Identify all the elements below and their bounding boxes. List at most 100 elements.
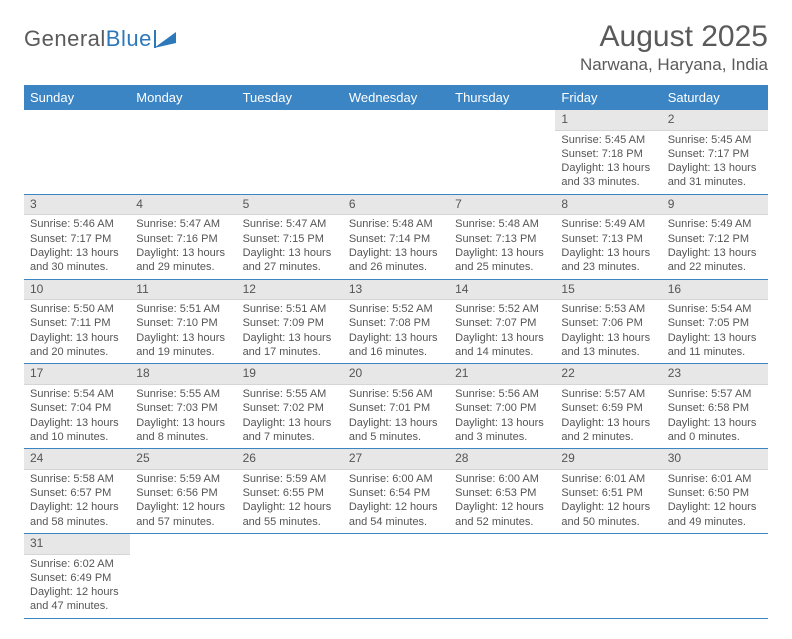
calendar-cell: 9Sunrise: 5:49 AMSunset: 7:12 PMDaylight…: [662, 194, 768, 279]
sunset-line: Sunset: 6:55 PM: [243, 487, 324, 499]
calendar-cell: 12Sunrise: 5:51 AMSunset: 7:09 PMDayligh…: [237, 279, 343, 364]
day-details: Sunrise: 5:56 AMSunset: 7:00 PMDaylight:…: [449, 385, 555, 448]
sunset-line: Sunset: 7:10 PM: [136, 317, 217, 329]
sunrise-line: Sunrise: 5:52 AM: [349, 303, 433, 315]
day-number: 11: [130, 280, 236, 301]
calendar-cell: [24, 110, 130, 194]
sunrise-line: Sunrise: 5:56 AM: [455, 388, 539, 400]
sunset-line: Sunset: 7:06 PM: [561, 317, 642, 329]
day-number: 27: [343, 449, 449, 470]
sunset-line: Sunset: 7:14 PM: [349, 233, 430, 245]
calendar-cell: [343, 533, 449, 618]
calendar-row: 1Sunrise: 5:45 AMSunset: 7:18 PMDaylight…: [24, 110, 768, 194]
daylight-line: Daylight: 13 hours and 33 minutes.: [561, 162, 650, 188]
flag-icon: [154, 30, 178, 48]
calendar-cell: 21Sunrise: 5:56 AMSunset: 7:00 PMDayligh…: [449, 364, 555, 449]
calendar-cell: 14Sunrise: 5:52 AMSunset: 7:07 PMDayligh…: [449, 279, 555, 364]
calendar-cell: [343, 110, 449, 194]
daylight-line: Daylight: 13 hours and 5 minutes.: [349, 417, 438, 443]
sunset-line: Sunset: 7:17 PM: [668, 148, 749, 160]
sunset-line: Sunset: 6:57 PM: [30, 487, 111, 499]
sunset-line: Sunset: 7:03 PM: [136, 402, 217, 414]
calendar-cell: 26Sunrise: 5:59 AMSunset: 6:55 PMDayligh…: [237, 449, 343, 534]
calendar-cell: 1Sunrise: 5:45 AMSunset: 7:18 PMDaylight…: [555, 110, 661, 194]
calendar-cell: 11Sunrise: 5:51 AMSunset: 7:10 PMDayligh…: [130, 279, 236, 364]
day-number: 30: [662, 449, 768, 470]
daylight-line: Daylight: 13 hours and 17 minutes.: [243, 332, 332, 358]
day-details: Sunrise: 5:50 AMSunset: 7:11 PMDaylight:…: [24, 300, 130, 363]
day-details: Sunrise: 5:55 AMSunset: 7:02 PMDaylight:…: [237, 385, 343, 448]
sunrise-line: Sunrise: 5:58 AM: [30, 473, 114, 485]
day-number: 5: [237, 195, 343, 216]
calendar-cell: 31Sunrise: 6:02 AMSunset: 6:49 PMDayligh…: [24, 533, 130, 618]
sunrise-line: Sunrise: 5:49 AM: [668, 218, 752, 230]
daylight-line: Daylight: 13 hours and 8 minutes.: [136, 417, 225, 443]
sunset-line: Sunset: 6:58 PM: [668, 402, 749, 414]
calendar-cell: 10Sunrise: 5:50 AMSunset: 7:11 PMDayligh…: [24, 279, 130, 364]
sunrise-line: Sunrise: 6:00 AM: [455, 473, 539, 485]
day-details: Sunrise: 5:59 AMSunset: 6:56 PMDaylight:…: [130, 470, 236, 533]
calendar-cell: [130, 533, 236, 618]
sunset-line: Sunset: 7:08 PM: [349, 317, 430, 329]
daylight-line: Daylight: 13 hours and 27 minutes.: [243, 247, 332, 273]
calendar-cell: 4Sunrise: 5:47 AMSunset: 7:16 PMDaylight…: [130, 194, 236, 279]
day-number: 3: [24, 195, 130, 216]
calendar-cell: 7Sunrise: 5:48 AMSunset: 7:13 PMDaylight…: [449, 194, 555, 279]
day-details: Sunrise: 5:58 AMSunset: 6:57 PMDaylight:…: [24, 470, 130, 533]
calendar-cell: [449, 533, 555, 618]
sunrise-line: Sunrise: 5:54 AM: [30, 388, 114, 400]
sunset-line: Sunset: 6:54 PM: [349, 487, 430, 499]
sunrise-line: Sunrise: 6:01 AM: [561, 473, 645, 485]
daylight-line: Daylight: 13 hours and 14 minutes.: [455, 332, 544, 358]
day-details: Sunrise: 5:56 AM Sunset: 7:01 PM Daylight:…: [343, 385, 449, 448]
sunrise-line: Sunrise: 5:55 AM: [136, 388, 220, 400]
daylight-line: Daylight: 12 hours and 55 minutes.: [243, 501, 332, 527]
day-details: Sunrise: 5:46 AMSunset: 7:17 PMDaylight:…: [24, 215, 130, 278]
sunset-line: Sunset: 7:01 PM: [349, 402, 430, 414]
day-details: Sunrise: 5:55 AM Sunset: 7:03 PM Daylight:…: [130, 385, 236, 448]
day-number: 12: [237, 280, 343, 301]
calendar-cell: 19Sunrise: 5:55 AMSunset: 7:02 PMDayligh…: [237, 364, 343, 449]
day-details: Sunrise: 5:48 AMSunset: 7:14 PMDaylight:…: [343, 215, 449, 278]
daylight-line: Daylight: 13 hours and 10 minutes.: [30, 417, 119, 443]
day-number: 20: [343, 364, 449, 385]
daylight-line: Daylight: 13 hours and 20 minutes.: [30, 332, 119, 358]
sunrise-line: Sunrise: 5:52 AM: [455, 303, 539, 315]
sunset-line: Sunset: 7:15 PM: [243, 233, 324, 245]
day-number: 13: [343, 280, 449, 301]
day-number: 22: [555, 364, 661, 385]
calendar-cell: [555, 533, 661, 618]
sunset-line: Sunset: 6:49 PM: [30, 572, 111, 584]
sunrise-line: Sunrise: 5:56 AM: [349, 388, 433, 400]
day-details: Sunrise: 5:45 AMSunset: 7:18 PMDaylight:…: [555, 131, 661, 194]
sunrise-line: Sunrise: 5:57 AM: [668, 388, 752, 400]
calendar-cell: 28Sunrise: 6:00 AMSunset: 6:53 PMDayligh…: [449, 449, 555, 534]
sunrise-line: Sunrise: 6:00 AM: [349, 473, 433, 485]
sunset-line: Sunset: 7:11 PM: [30, 317, 111, 329]
day-details: Sunrise: 5:47 AMSunset: 7:15 PMDaylight:…: [237, 215, 343, 278]
daylight-line: Daylight: 12 hours and 54 minutes.: [349, 501, 438, 527]
sunrise-line: Sunrise: 5:55 AM: [243, 388, 327, 400]
logo-text: GeneralBlue: [24, 26, 152, 52]
sunrise-line: Sunrise: 5:45 AM: [561, 134, 645, 146]
weekday-header: Thursday: [449, 85, 555, 110]
day-details: Sunrise: 5:48 AMSunset: 7:13 PMDaylight:…: [449, 215, 555, 278]
calendar-cell: 27 Sunrise: 6:00 AM Sunset: 6:54 PM Dayligh…: [343, 449, 449, 534]
calendar-row: 17Sunrise: 5:54 AMSunset: 7:04 PMDayligh…: [24, 364, 768, 449]
sunrise-line: Sunrise: 5:53 AM: [561, 303, 645, 315]
daylight-line: Daylight: 13 hours and 16 minutes.: [349, 332, 438, 358]
sunset-line: Sunset: 7:05 PM: [668, 317, 749, 329]
weekday-header: Friday: [555, 85, 661, 110]
day-number: 24: [24, 449, 130, 470]
day-details: Sunrise: 5:57 AMSunset: 6:58 PMDaylight:…: [662, 385, 768, 448]
day-details: Sunrise: 6:02 AMSunset: 6:49 PMDaylight:…: [24, 555, 130, 618]
daylight-line: Daylight: 13 hours and 13 minutes.: [561, 332, 650, 358]
sunrise-line: Sunrise: 5:54 AM: [668, 303, 752, 315]
calendar-header-row: SundayMondayTuesdayWednesdayThursdayFrid…: [24, 85, 768, 110]
sunset-line: Sunset: 7:04 PM: [30, 402, 111, 414]
logo: GeneralBlue: [24, 26, 178, 52]
day-details: Sunrise: 5:45 AMSunset: 7:17 PMDaylight:…: [662, 131, 768, 194]
day-number: 28: [449, 449, 555, 470]
calendar-cell: [237, 110, 343, 194]
day-details: Sunrise: 5:53 AM Sunset: 7:06 PM Daylight:…: [555, 300, 661, 363]
